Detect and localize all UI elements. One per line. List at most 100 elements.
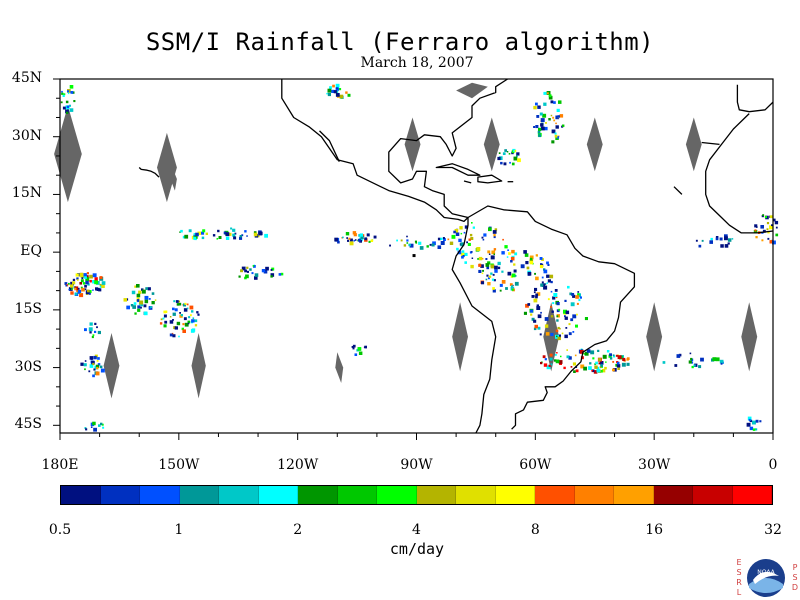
rain-pixel bbox=[178, 300, 180, 303]
rain-pixel bbox=[454, 229, 459, 233]
rain-pixel bbox=[258, 231, 263, 236]
rain-pixel bbox=[431, 243, 435, 247]
rain-pixel bbox=[480, 264, 484, 268]
rain-pixel bbox=[201, 236, 205, 240]
rain-pixel bbox=[769, 215, 773, 219]
rain-pixel bbox=[333, 90, 337, 94]
rain-pixel bbox=[409, 243, 414, 248]
rain-pixel bbox=[79, 272, 84, 277]
rain-pixel bbox=[595, 361, 598, 365]
rain-pixel bbox=[88, 292, 91, 295]
rain-pixel bbox=[554, 289, 558, 292]
rain-pixel bbox=[509, 161, 511, 164]
rain-pixel bbox=[493, 253, 495, 255]
rain-pixel bbox=[132, 305, 136, 309]
rain-pixel bbox=[520, 264, 525, 269]
rain-pixel bbox=[253, 231, 257, 234]
rain-pixel bbox=[709, 240, 713, 244]
colorbar-segment bbox=[574, 486, 614, 504]
rain-pixel bbox=[554, 132, 557, 135]
rain-pixel bbox=[270, 275, 273, 278]
rain-pixel bbox=[95, 371, 100, 376]
rain-pixel bbox=[141, 288, 144, 291]
rain-pixel bbox=[549, 357, 553, 361]
rain-pixel bbox=[594, 363, 597, 366]
rain-pixel bbox=[97, 330, 101, 335]
rain-pixel bbox=[543, 363, 548, 367]
rain-pixel bbox=[440, 241, 445, 245]
rain-pixel bbox=[67, 92, 70, 95]
rain-pixel bbox=[539, 264, 544, 269]
rain-pixel bbox=[497, 261, 501, 266]
rain-pixel bbox=[538, 127, 542, 131]
rain-pixel bbox=[575, 295, 579, 299]
rain-pixel bbox=[695, 239, 698, 242]
rain-pixel bbox=[164, 320, 168, 324]
rain-pixel bbox=[253, 265, 256, 268]
rain-pixel bbox=[182, 303, 186, 307]
rain-pixel bbox=[557, 115, 560, 118]
rain-pixel bbox=[137, 308, 141, 312]
rain-pixel bbox=[488, 275, 492, 278]
rain-pixel bbox=[562, 124, 565, 127]
rain-pixel bbox=[358, 234, 361, 237]
y-tick-label: 15N bbox=[11, 185, 42, 202]
rain-pixel bbox=[510, 260, 513, 263]
rain-pixel bbox=[566, 355, 570, 359]
rain-pixel bbox=[556, 352, 558, 354]
x-tick-label: 60W bbox=[519, 457, 552, 473]
rain-pixel bbox=[178, 302, 182, 306]
rain-pixel bbox=[99, 365, 103, 369]
rain-pixel bbox=[698, 365, 702, 369]
rain-pixel bbox=[326, 92, 328, 95]
rain-pixel bbox=[558, 100, 562, 104]
rain-pixel bbox=[90, 426, 93, 428]
rain-pixel bbox=[332, 84, 335, 88]
swath-gap bbox=[157, 132, 177, 203]
rain-pixel bbox=[531, 295, 535, 298]
rain-pixel bbox=[197, 313, 200, 316]
rain-pixel bbox=[546, 282, 548, 284]
rain-pixel bbox=[194, 324, 198, 327]
rain-pixel bbox=[511, 162, 515, 166]
rain-pixel bbox=[612, 361, 615, 363]
rain-pixel bbox=[600, 370, 603, 373]
rain-pixel bbox=[541, 283, 546, 287]
rain-pixel bbox=[357, 347, 362, 351]
rain-pixel bbox=[71, 288, 73, 290]
rain-pixel bbox=[540, 118, 545, 123]
rain-pixel bbox=[599, 366, 602, 369]
rain-pixel bbox=[471, 257, 474, 259]
rain-pixel bbox=[490, 255, 495, 260]
rain-pixel bbox=[612, 354, 615, 357]
rain-pixel bbox=[459, 226, 463, 230]
rain-pixel bbox=[89, 274, 93, 279]
noaa-emblem-icon: NOAA bbox=[747, 559, 785, 597]
rain-pixel bbox=[183, 308, 188, 312]
rain-pixel bbox=[94, 280, 98, 285]
rain-pixel bbox=[140, 303, 144, 307]
rain-pixel bbox=[101, 284, 105, 288]
rain-pixel bbox=[192, 317, 195, 319]
rain-pixel bbox=[510, 256, 515, 261]
rain-pixel bbox=[461, 250, 465, 253]
rain-pixel bbox=[537, 314, 542, 319]
rain-pixel bbox=[60, 101, 63, 104]
rain-pixel bbox=[616, 364, 621, 368]
rain-pixel bbox=[508, 153, 511, 155]
rain-pixel bbox=[265, 266, 269, 271]
rain-pixel bbox=[189, 314, 192, 317]
colorbar-segment bbox=[535, 486, 575, 504]
rain-pixel bbox=[626, 362, 630, 366]
colorbar-segment bbox=[140, 486, 180, 504]
rain-pixel bbox=[62, 106, 66, 110]
rain-pixel bbox=[676, 354, 681, 358]
rain-pixel bbox=[546, 92, 549, 95]
rain-pixel bbox=[548, 118, 551, 121]
rain-pixel bbox=[254, 273, 259, 277]
rain-pixel bbox=[86, 275, 89, 278]
rain-pixel bbox=[163, 314, 167, 318]
rain-pixel bbox=[429, 243, 432, 246]
rain-pixel bbox=[544, 283, 547, 285]
rain-pixel bbox=[403, 244, 407, 247]
